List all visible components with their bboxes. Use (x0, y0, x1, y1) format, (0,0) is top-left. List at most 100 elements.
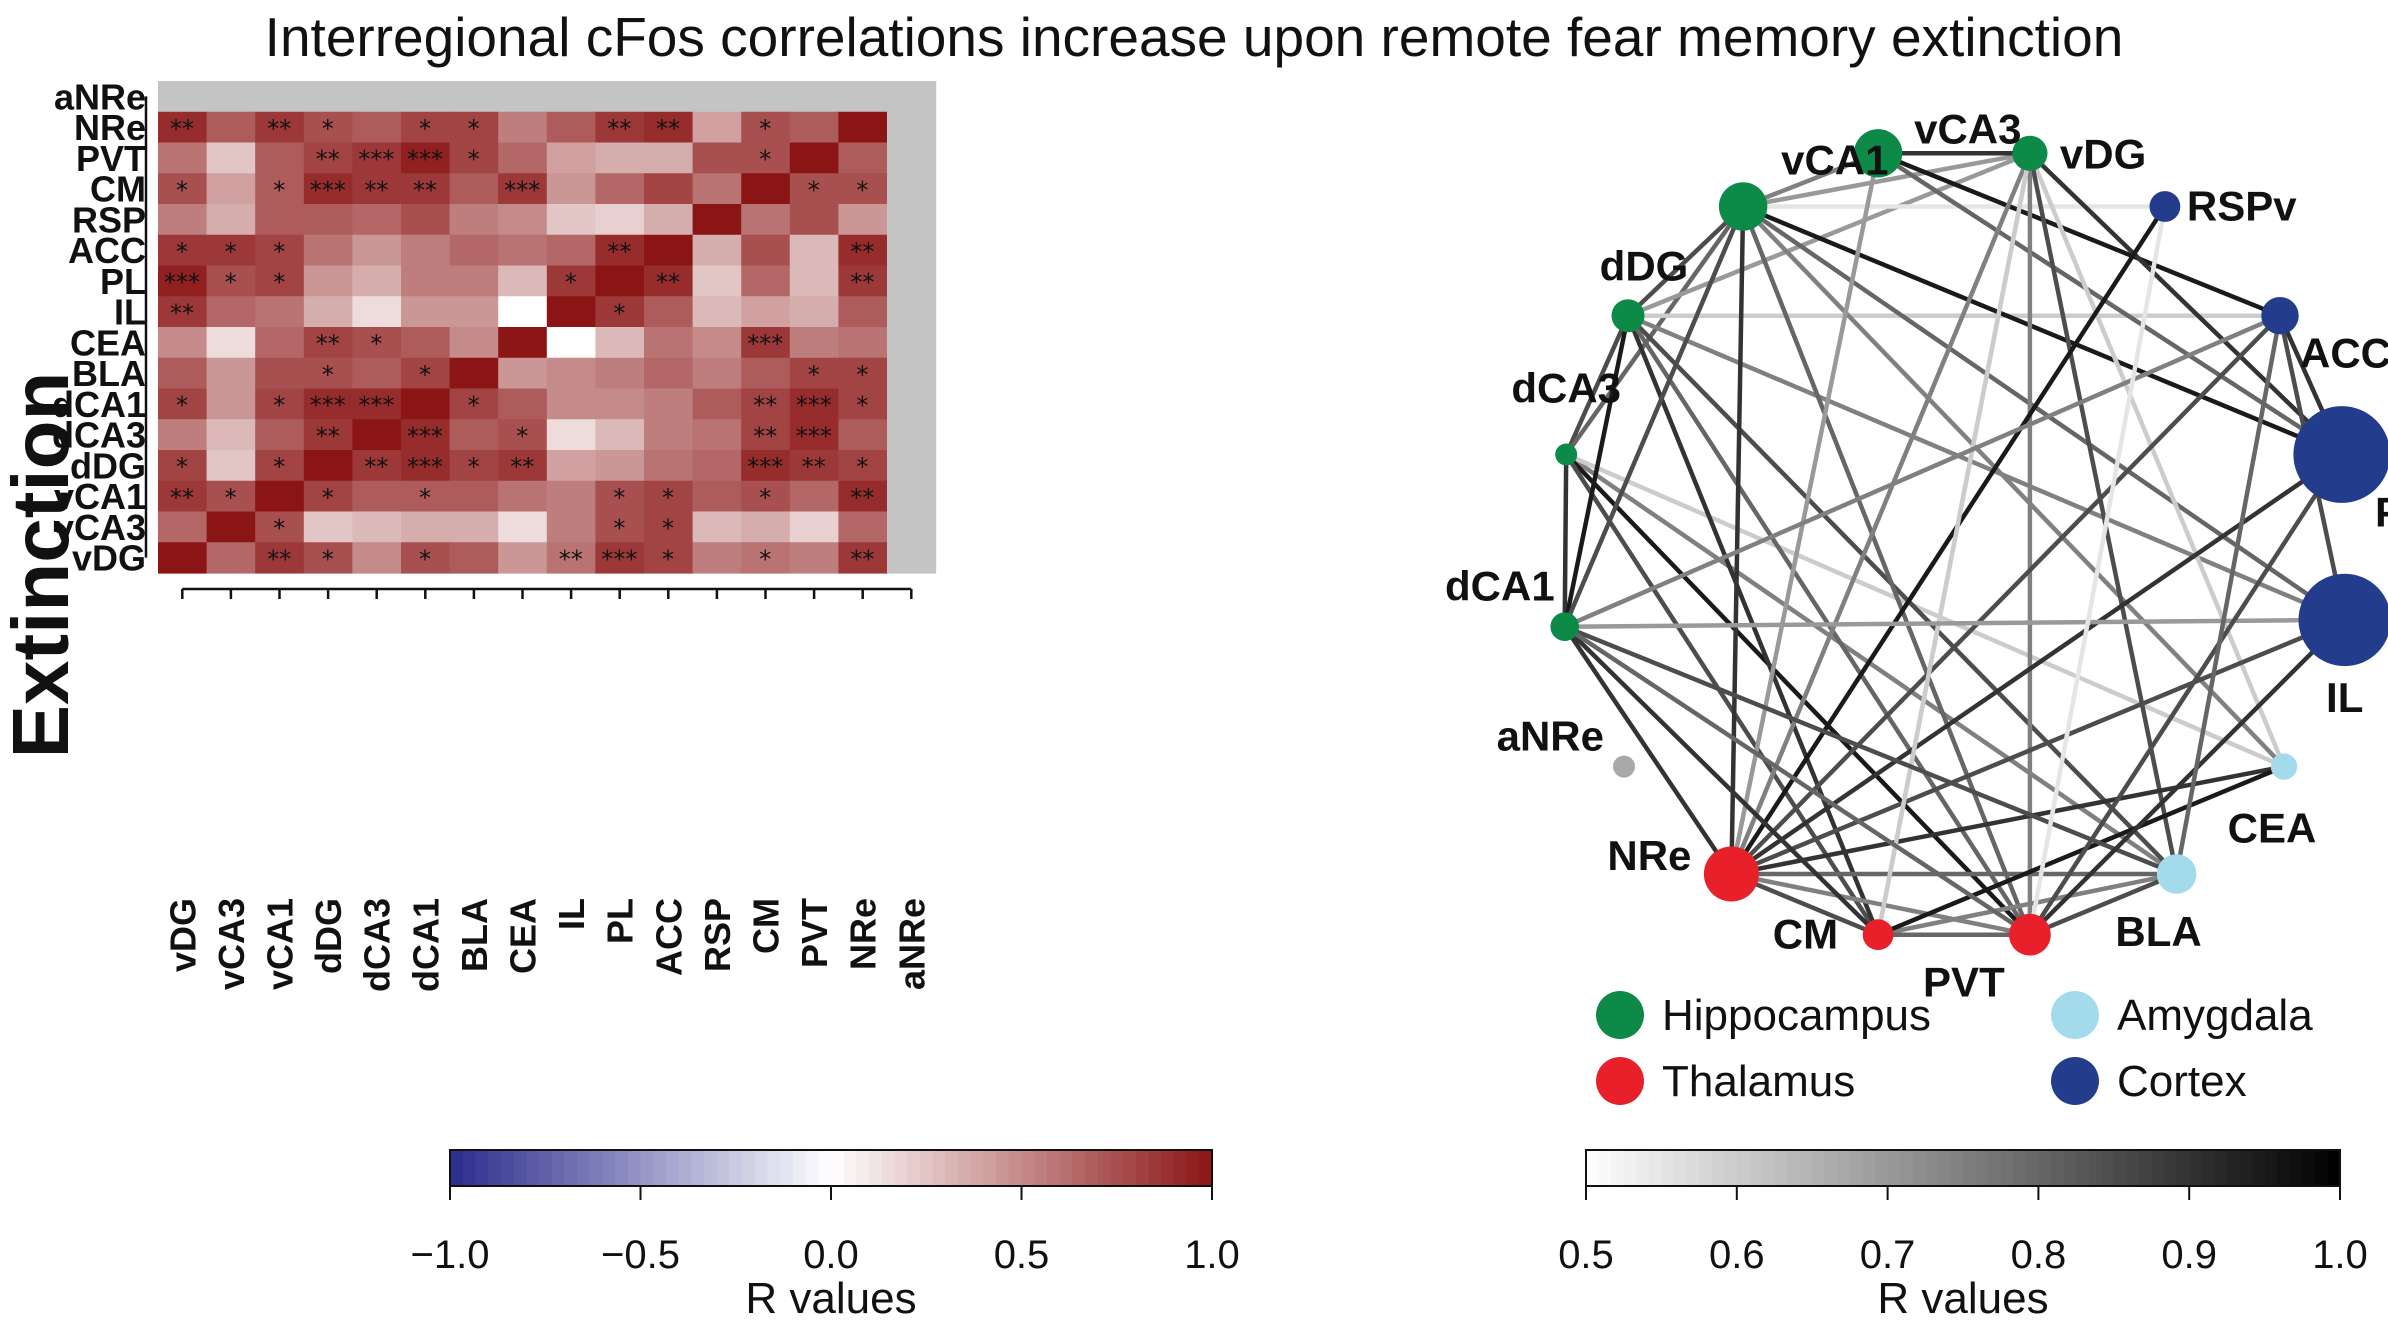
network-node-label: vCA1 (1781, 137, 1888, 184)
colorbar-swatch (1199, 1150, 1213, 1186)
colorbar-swatch (881, 1150, 896, 1186)
heatmap-cell (789, 142, 839, 174)
colorbar-swatch (1135, 1150, 1150, 1186)
heatmap-cell (255, 296, 305, 328)
significance-marker: ** (656, 269, 680, 297)
network-edge (2028, 151, 2344, 457)
network-node (1550, 612, 1579, 641)
colorbar-swatch (869, 1150, 883, 1186)
significance-marker: *** (407, 146, 443, 174)
network-edge (1562, 315, 1631, 628)
colorbar-tick-label: 0.9 (2161, 1233, 2217, 1277)
heatmap-cell (644, 81, 694, 113)
colorbar-swatch (615, 1150, 629, 1186)
heatmap-cell (789, 111, 839, 144)
colorbar-swatch (2076, 1150, 2090, 1186)
heatmap-cell (255, 419, 305, 451)
heatmap-cell (206, 419, 256, 451)
heatmap-cell (303, 173, 353, 205)
heatmap-cell (303, 142, 353, 174)
colorbar-swatch (792, 1150, 807, 1186)
heatmap-cell (692, 204, 742, 236)
heatmap-cell (303, 81, 353, 113)
colorbar-swatch (475, 1150, 489, 1186)
network-node (1718, 182, 1768, 231)
network-edge (1562, 454, 1569, 627)
network-edge (1741, 204, 2286, 769)
heatmap-cell (692, 111, 742, 144)
heatmap-row-label: CM (90, 169, 146, 210)
heatmap-cell (887, 234, 937, 267)
significance-marker: *** (310, 176, 346, 204)
heatmap-cell (838, 357, 888, 390)
colorbar-swatch (894, 1150, 908, 1186)
heatmap-column-label: aNRe (891, 898, 932, 990)
colorbar-swatch (716, 1150, 731, 1186)
colorbar-swatch (500, 1150, 515, 1186)
colorbar-swatch (2176, 1150, 2190, 1186)
colorbar-swatch (1611, 1150, 1625, 1186)
significance-marker: ** (802, 453, 826, 481)
heatmap-cell (303, 234, 353, 267)
heatmap-cell (595, 542, 645, 574)
colorbar-swatch (2138, 1150, 2153, 1186)
heatmap-cell (303, 511, 353, 543)
heatmap-cell (838, 265, 888, 297)
colorbar-swatch (1711, 1150, 1726, 1186)
significance-marker: ** (316, 422, 340, 450)
colorbar-swatch (1008, 1150, 1023, 1186)
heatmap-cell (158, 111, 208, 144)
significance-marker: * (516, 422, 528, 450)
significance-marker: *** (358, 146, 394, 174)
significance-marker: *** (164, 269, 200, 297)
colorbar-swatch (2201, 1150, 2216, 1186)
heatmap-cell (887, 173, 937, 205)
heatmap-cell (741, 81, 791, 113)
colorbar-swatch (945, 1150, 959, 1186)
heatmap-cell (401, 204, 451, 236)
heatmap-cell (206, 511, 256, 543)
heatmap-cell (838, 204, 888, 236)
legend-label: Hippocampus (1662, 991, 1931, 1040)
heatmap-cell (352, 542, 402, 574)
significance-marker: *** (796, 392, 832, 420)
network-edge (2027, 206, 2168, 936)
heatmap-cell (595, 419, 645, 451)
colorbar-swatch (1925, 1150, 1939, 1186)
colorbar-swatch (1787, 1150, 1801, 1186)
significance-marker: ** (753, 392, 777, 420)
heatmap-cell (741, 111, 791, 144)
network-edge (2027, 152, 2179, 875)
significance-marker: *** (407, 422, 443, 450)
significance-marker: * (759, 545, 771, 573)
colorbar-swatch (2151, 1150, 2165, 1186)
heatmap-cell (595, 388, 645, 420)
colorbar-swatch (2252, 1150, 2266, 1186)
network-node (1703, 846, 1759, 902)
heatmap-cell (692, 388, 742, 420)
colorbar-swatch (2063, 1150, 2077, 1186)
heatmap-cell (595, 296, 645, 328)
significance-marker: * (613, 484, 625, 512)
heatmap-cell (255, 265, 305, 297)
heatmap-cell (498, 142, 548, 174)
heatmap-cell (546, 204, 596, 236)
heatmap-cell (401, 480, 451, 513)
heatmap-cell (838, 111, 888, 144)
heatmap-cell (303, 296, 353, 328)
heatmap-cell (595, 234, 645, 267)
significance-marker: ** (413, 176, 437, 204)
significance-marker: * (273, 176, 285, 204)
colorbar-swatch (1862, 1150, 1876, 1186)
heatmap-cell (401, 173, 451, 205)
heatmap-cell (449, 357, 499, 390)
colorbar-swatch (983, 1150, 997, 1186)
heatmap-cell (838, 542, 888, 574)
heatmap-cell (352, 173, 402, 205)
significance-marker: ** (316, 330, 340, 358)
significance-marker: ** (850, 269, 874, 297)
network-node-label: IL (2326, 674, 2363, 721)
heatmap-cell (838, 173, 888, 205)
significance-marker: * (273, 392, 285, 420)
legend-marker (2051, 1057, 2099, 1105)
